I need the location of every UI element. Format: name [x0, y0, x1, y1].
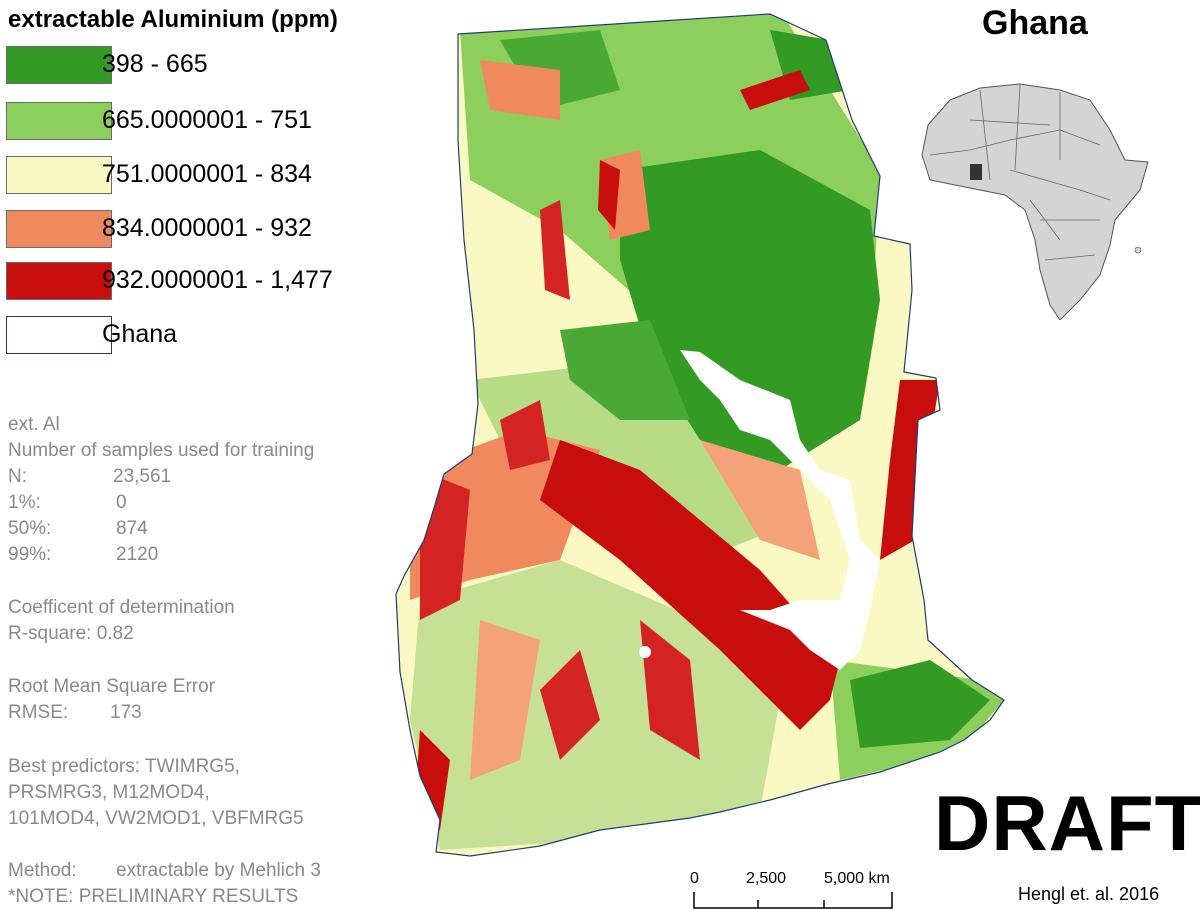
legend-label: 665.0000001 - 751: [102, 106, 312, 134]
stat-predictors-3: 101MOD4, VW2MOD1, VBFMRG5: [8, 808, 304, 829]
map-credit: Hengl et. al. 2016: [1018, 884, 1160, 904]
legend-item: Ghana: [6, 316, 406, 356]
draft-watermark: DRAFT: [934, 779, 1200, 867]
scale-label-2500: 2,500: [746, 870, 787, 887]
stat-samples-heading: Number of samples used for training: [8, 440, 315, 461]
legend-swatch: [6, 210, 112, 248]
legend-swatch: [6, 156, 112, 194]
legend-swatch: [6, 102, 112, 140]
stat-p50-value: 874: [116, 518, 148, 539]
stat-p50-label: 50%:: [8, 518, 52, 539]
legend-item: 665.0000001 - 751: [6, 102, 406, 142]
legend-swatch: [6, 46, 112, 84]
scale-bar: [693, 892, 893, 909]
legend-item: 751.0000001 - 834: [6, 156, 406, 196]
legend-label: 751.0000001 - 834: [102, 160, 312, 188]
stat-rmse-heading: Root Mean Square Error: [8, 676, 215, 697]
stat-predictors-1: Best predictors: TWIMRG5,: [8, 756, 240, 777]
stat-p1-label: 1%:: [8, 492, 41, 513]
scale-label-5000: 5,000 km: [824, 870, 890, 887]
stat-method-label: Method:: [8, 860, 77, 881]
ghana-highlight: [970, 164, 982, 180]
legend-label: 834.0000001 - 932: [102, 214, 312, 242]
stat-p1-value: 0: [116, 492, 127, 513]
stat-p99-value: 2120: [116, 544, 159, 565]
stat-n-value: 23,561: [113, 466, 172, 487]
legend-label: 932.0000001 - 1,477: [102, 266, 333, 294]
legend-item: 932.0000001 - 1,477: [6, 262, 406, 302]
stat-note: *NOTE: PRELIMINARY RESULTS: [8, 886, 299, 907]
stat-r2-heading: Coefficent of determination: [8, 597, 235, 618]
stat-r2-line: R-square: 0.82: [8, 623, 134, 644]
map-title: Ghana: [982, 4, 1088, 42]
legend-label: Ghana: [102, 320, 178, 348]
stat-variable: ext. Al: [8, 414, 60, 435]
legend-title: extractable Aluminium (ppm): [8, 6, 338, 33]
stat-rmse-value: 173: [110, 702, 142, 723]
stat-predictors-2: PRSMRG3, M12MOD4,: [8, 782, 210, 803]
africa-inset-map: [921, 83, 1149, 320]
scale-label-0: 0: [690, 870, 699, 887]
legend-label: 398 - 665: [102, 50, 208, 78]
legend-swatch: [6, 262, 112, 300]
stat-p99-label: 99%:: [8, 544, 52, 565]
stat-n-label: N:: [8, 466, 27, 487]
legend-swatch: [6, 316, 112, 354]
legend-item: 834.0000001 - 932: [6, 210, 406, 250]
legend-item: 398 - 665: [6, 46, 406, 86]
stat-rmse-label: RMSE:: [8, 702, 69, 723]
stat-method-value: extractable by Mehlich 3: [116, 860, 321, 881]
